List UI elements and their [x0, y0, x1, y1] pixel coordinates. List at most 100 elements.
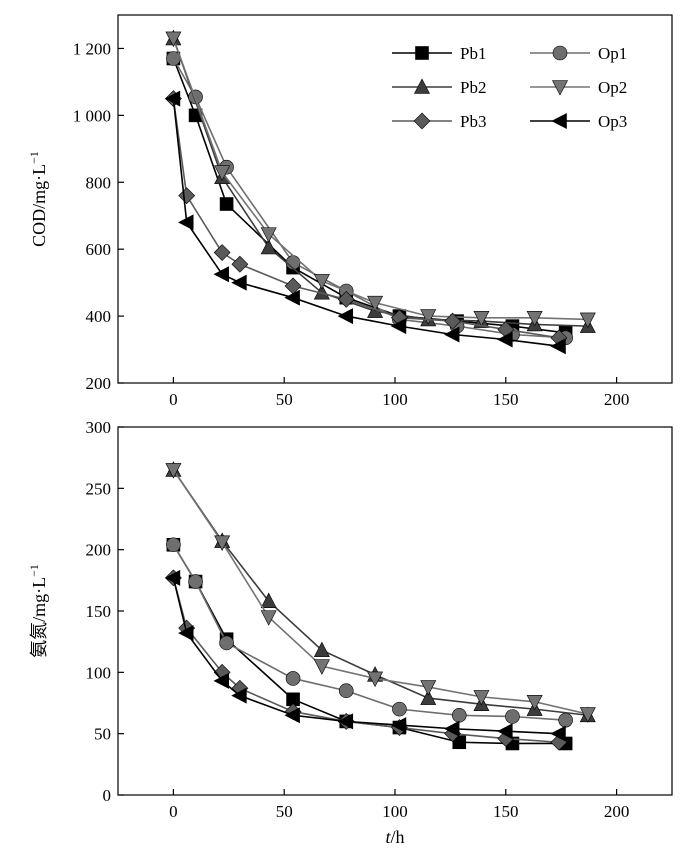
data-point-op3 — [337, 713, 354, 730]
y-tick-label: 1 000 — [73, 106, 111, 125]
data-point-op3 — [443, 720, 460, 737]
legend-label: Pb3 — [460, 112, 486, 131]
data-point-op1 — [188, 574, 203, 589]
x-tick-label: 200 — [604, 390, 630, 409]
data-point-op1 — [219, 635, 234, 651]
data-point-op2 — [473, 690, 490, 706]
data-point-pb2 — [260, 238, 277, 255]
data-point-op3 — [497, 331, 513, 348]
y-tick-label: 400 — [86, 307, 112, 326]
plot-frame — [117, 426, 673, 796]
legend-marker — [415, 46, 429, 60]
data-point-op2 — [579, 312, 596, 329]
data-point-op2 — [367, 295, 384, 312]
data-point-op1 — [338, 683, 354, 699]
x-tick-label: 100 — [382, 390, 408, 409]
data-point-op3 — [443, 326, 460, 343]
data-point-op3 — [550, 725, 566, 742]
data-point-op2 — [214, 535, 231, 551]
data-point-op3 — [213, 672, 229, 689]
data-point-op1 — [558, 712, 573, 728]
data-point-op3 — [213, 266, 229, 283]
data-point-op3 — [284, 289, 300, 306]
y-axis-title: COD/mg·L−1 — [27, 151, 49, 247]
legend-label: Op3 — [598, 112, 627, 131]
ammonia-panel: 0 50 100 150 200 0 50 100 150 200 250 300 氨氮/mg·L−1 t… — [27, 418, 673, 847]
data-point-op3 — [164, 569, 181, 586]
data-point-op3 — [497, 723, 513, 740]
y-tick-label: 100 — [86, 663, 112, 682]
legend-label: Op2 — [598, 78, 627, 97]
series-line-op3 — [172, 577, 560, 735]
data-point-pb3 — [231, 255, 249, 273]
cod-panel: 0 50 100 150 200 200 400 600 800 1 000 1 200 COD/mg… — [27, 14, 673, 409]
legend: Pb1 Op1 Pb2 Op2 Pb3 Op3 — [392, 44, 627, 131]
x-tick-label: 200 — [604, 802, 630, 821]
data-point-op1 — [505, 709, 520, 724]
data-point-op1 — [166, 537, 181, 553]
y-tick-label: 200 — [86, 374, 112, 393]
data-point-op3 — [231, 274, 247, 291]
legend-marker — [552, 80, 568, 96]
data-point-op3 — [337, 308, 354, 325]
data-point-op2 — [313, 659, 330, 675]
data-point-op2 — [313, 274, 330, 290]
data-point-pb3 — [444, 312, 462, 330]
data-point-pb2 — [260, 592, 277, 608]
data-point-op3 — [390, 717, 407, 734]
y-tick-label: 1 200 — [73, 39, 111, 58]
legend-marker — [413, 112, 431, 130]
x-tick-label: 100 — [382, 802, 408, 821]
series-line-pb3 — [172, 98, 560, 339]
x-tick-label: 0 — [169, 802, 178, 821]
series-line-op3 — [172, 98, 560, 347]
data-point-pb3 — [213, 244, 231, 261]
data-point-op3 — [164, 90, 181, 107]
data-point-op3 — [178, 625, 194, 642]
data-point-op2 — [260, 610, 277, 626]
y-tick-label: 800 — [86, 173, 112, 192]
y-tick-label: 50 — [94, 725, 111, 744]
data-point-op3 — [178, 214, 194, 231]
data-point-pb1 — [219, 197, 234, 211]
legend-marker — [551, 113, 567, 129]
x-tick-label: 50 — [276, 802, 293, 821]
data-point-op1 — [392, 701, 407, 717]
data-point-pb2 — [420, 689, 437, 705]
y-tick-label: 150 — [86, 602, 112, 621]
y-tick-label: 200 — [86, 541, 112, 560]
data-point-op2 — [260, 227, 277, 243]
data-point-op2 — [214, 165, 231, 181]
legend-marker — [552, 45, 568, 61]
data-point-op3 — [284, 707, 300, 724]
y-tick-label: 600 — [86, 240, 112, 259]
series-line-pb1 — [172, 58, 566, 334]
y-tick-label: 300 — [86, 418, 112, 437]
data-point-op1 — [451, 707, 467, 723]
data-point-op3 — [390, 318, 407, 335]
data-point-pb2 — [313, 641, 330, 658]
data-point-op3 — [550, 338, 566, 355]
legend-label: Pb1 — [460, 44, 486, 63]
data-point-op2 — [526, 310, 543, 327]
legend-label: Op1 — [598, 44, 627, 63]
x-tick-label: 0 — [169, 390, 178, 409]
y-axis-title: 氨氮/mg·L−1 — [27, 564, 49, 658]
data-point-op2 — [473, 310, 490, 327]
data-point-op2 — [526, 694, 543, 711]
x-tick-label: 150 — [493, 802, 519, 821]
data-point-pb3 — [178, 187, 196, 205]
series-line-pb3 — [172, 577, 560, 744]
data-point-pb3 — [337, 290, 355, 308]
data-point-op2 — [420, 309, 437, 325]
data-point-op3 — [231, 687, 247, 704]
data-point-op2 — [165, 463, 182, 479]
legend-label: Pb2 — [460, 78, 486, 97]
legend-marker — [414, 78, 430, 94]
x-axis-title: t/h — [385, 827, 404, 847]
y-tick-label: 250 — [86, 479, 112, 498]
x-tick-label: 50 — [276, 390, 293, 409]
data-point-op2 — [165, 31, 182, 48]
data-point-op1 — [285, 671, 301, 686]
